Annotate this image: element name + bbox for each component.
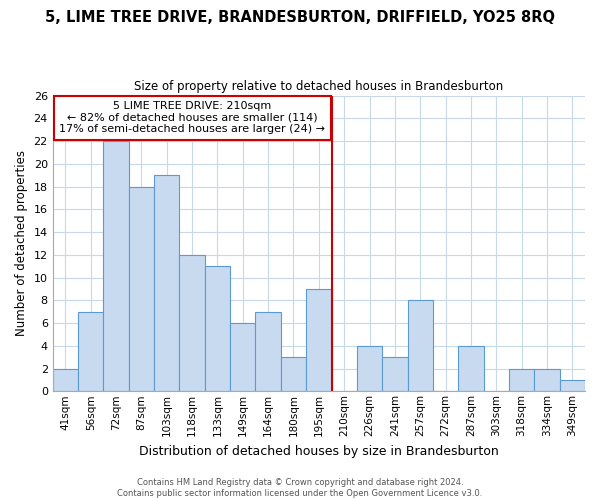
- Bar: [53, 368, 78, 392]
- Bar: [306, 289, 332, 392]
- Bar: [407, 300, 433, 392]
- Bar: [382, 357, 407, 392]
- Title: Size of property relative to detached houses in Brandesburton: Size of property relative to detached ho…: [134, 80, 503, 93]
- X-axis label: Distribution of detached houses by size in Brandesburton: Distribution of detached houses by size …: [139, 444, 499, 458]
- Text: 5, LIME TREE DRIVE, BRANDESBURTON, DRIFFIELD, YO25 8RQ: 5, LIME TREE DRIVE, BRANDESBURTON, DRIFF…: [45, 10, 555, 25]
- Text: Contains HM Land Registry data © Crown copyright and database right 2024.
Contai: Contains HM Land Registry data © Crown c…: [118, 478, 482, 498]
- Bar: [458, 346, 484, 392]
- Bar: [78, 312, 103, 392]
- Text: 5 LIME TREE DRIVE: 210sqm
← 82% of detached houses are smaller (114)
17% of semi: 5 LIME TREE DRIVE: 210sqm ← 82% of detac…: [59, 101, 325, 134]
- Bar: [154, 175, 179, 392]
- Bar: [560, 380, 585, 392]
- Bar: [256, 312, 281, 392]
- Bar: [129, 186, 154, 392]
- Bar: [509, 368, 535, 392]
- Bar: [205, 266, 230, 392]
- Bar: [179, 255, 205, 392]
- Bar: [535, 368, 560, 392]
- Y-axis label: Number of detached properties: Number of detached properties: [15, 150, 28, 336]
- Bar: [281, 357, 306, 392]
- Bar: [103, 141, 129, 392]
- Bar: [357, 346, 382, 392]
- Bar: [230, 323, 256, 392]
